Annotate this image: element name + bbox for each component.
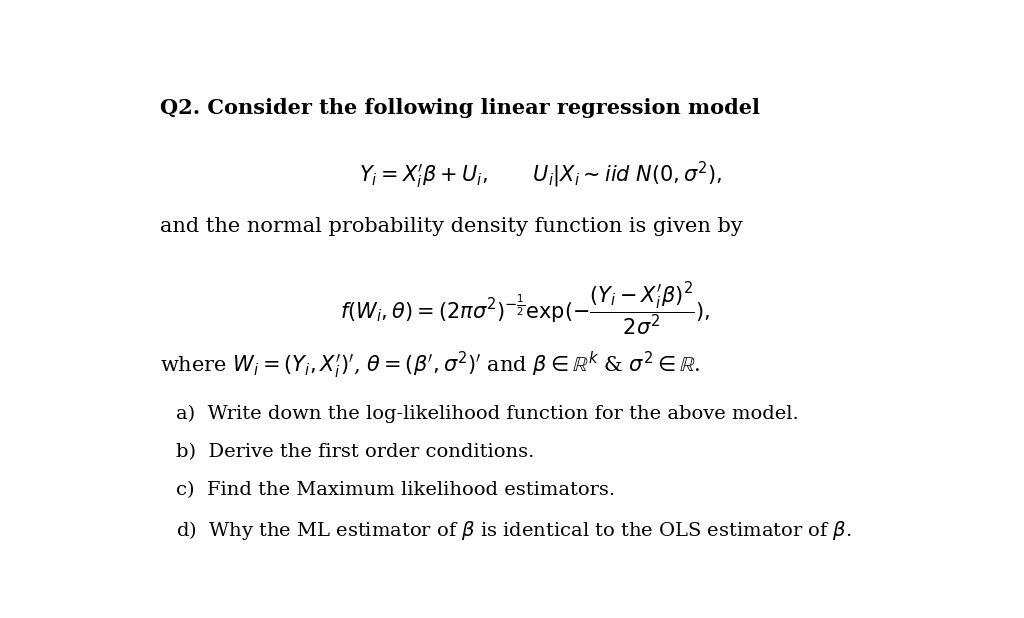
Text: and the normal probability density function is given by: and the normal probability density funct… [160, 217, 742, 236]
Text: c)  Find the Maximum likelihood estimators.: c) Find the Maximum likelihood estimator… [176, 481, 614, 499]
Text: $f(W_i, \theta) = (2\pi\sigma^2)^{-\frac{1}{2}} \exp(-\dfrac{(Y_i - X_i^{\prime}: $f(W_i, \theta) = (2\pi\sigma^2)^{-\frac… [340, 281, 710, 339]
Text: a)  Write down the log-likelihood function for the above model.: a) Write down the log-likelihood functio… [176, 405, 799, 423]
Text: $Y_i = X_i^{\prime}\beta + U_i, \qquad U_i|X_i \sim iid\ N(0, \sigma^2),$: $Y_i = X_i^{\prime}\beta + U_i, \qquad U… [358, 160, 723, 191]
Text: Q2. Consider the following linear regression model: Q2. Consider the following linear regres… [160, 98, 760, 118]
Text: d)  Why the ML estimator of $\beta$ is identical to the OLS estimator of $\beta$: d) Why the ML estimator of $\beta$ is id… [176, 519, 851, 542]
Text: where $W_i = (Y_i, X_i^{\prime})^{\prime}$, $\theta = (\beta^{\prime}, \sigma^2): where $W_i = (Y_i, X_i^{\prime})^{\prime… [160, 350, 700, 381]
Text: b)  Derive the first order conditions.: b) Derive the first order conditions. [176, 443, 534, 461]
